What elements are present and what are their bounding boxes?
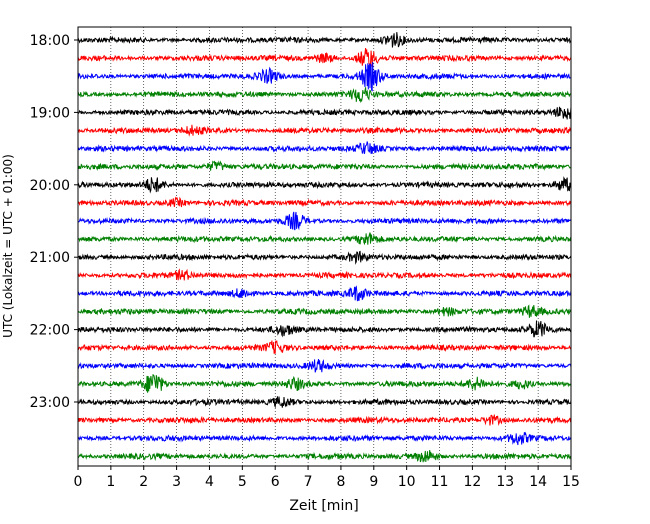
y-axis-label: UTC (Lokalzeit = UTC + 01:00) [1,154,15,338]
trace-2345 [77,449,572,463]
trace-2130 [77,285,572,302]
x-tick-label: 1 [106,474,115,490]
x-tick-label: 6 [271,474,280,490]
trace-1945 [77,160,572,171]
x-axis-ticks: 0 1 2 3 4 5 6 7 8 9 10 11 12 13 14 15 [74,466,580,490]
trace-1800 [77,32,572,48]
x-tick-label: 2 [139,474,148,490]
y-axis-ticks: 18:00 19:00 20:00 21:00 22:00 23:00 [30,33,78,411]
x-tick-label: 15 [562,474,580,490]
trace-2015 [77,196,572,208]
trace-2045 [77,232,572,246]
x-tick-label: 7 [304,474,313,490]
x-tick-label: 4 [205,474,214,490]
trace-2300 [77,396,572,409]
trace-2330 [77,431,572,446]
trace-2200 [77,320,572,338]
y-tick-label: 21:00 [30,250,70,266]
trace-1830 [77,62,572,92]
x-tick-label: 11 [431,474,449,490]
y-tick-label: 19:00 [30,105,70,121]
trace-1930 [77,141,572,154]
plot-frame [77,26,572,467]
trace-1845 [77,87,572,104]
trace-2215 [77,340,572,354]
x-tick-label: 9 [369,474,378,490]
trace-2245 [77,374,572,393]
y-tick-label: 23:00 [30,395,70,411]
trace-group [77,32,572,463]
x-tick-label: 12 [463,474,481,490]
y-tick-label: 20:00 [30,178,70,194]
trace-2230 [77,359,572,373]
y-tick-label: 22:00 [30,323,70,339]
trace-2030 [77,211,572,231]
trace-2000 [77,176,572,194]
y-tick-label: 18:00 [30,33,70,49]
x-axis-label: Zeit [min] [289,498,358,514]
x-tick-label: 0 [74,474,83,490]
trace-1915 [78,124,572,137]
x-tick-label: 3 [172,474,181,490]
x-tick-label: 10 [398,474,416,490]
vertical-gridlines [110,27,539,466]
x-tick-label: 14 [529,474,547,490]
x-tick-label: 5 [238,474,247,490]
trace-1815 [77,47,572,67]
x-tick-label: 8 [336,474,345,490]
trace-1900 [77,106,572,120]
trace-2315 [77,414,572,426]
trace-2115 [77,268,572,281]
trace-2100 [77,250,572,265]
x-tick-label: 13 [496,474,514,490]
trace-2145 [77,304,572,318]
